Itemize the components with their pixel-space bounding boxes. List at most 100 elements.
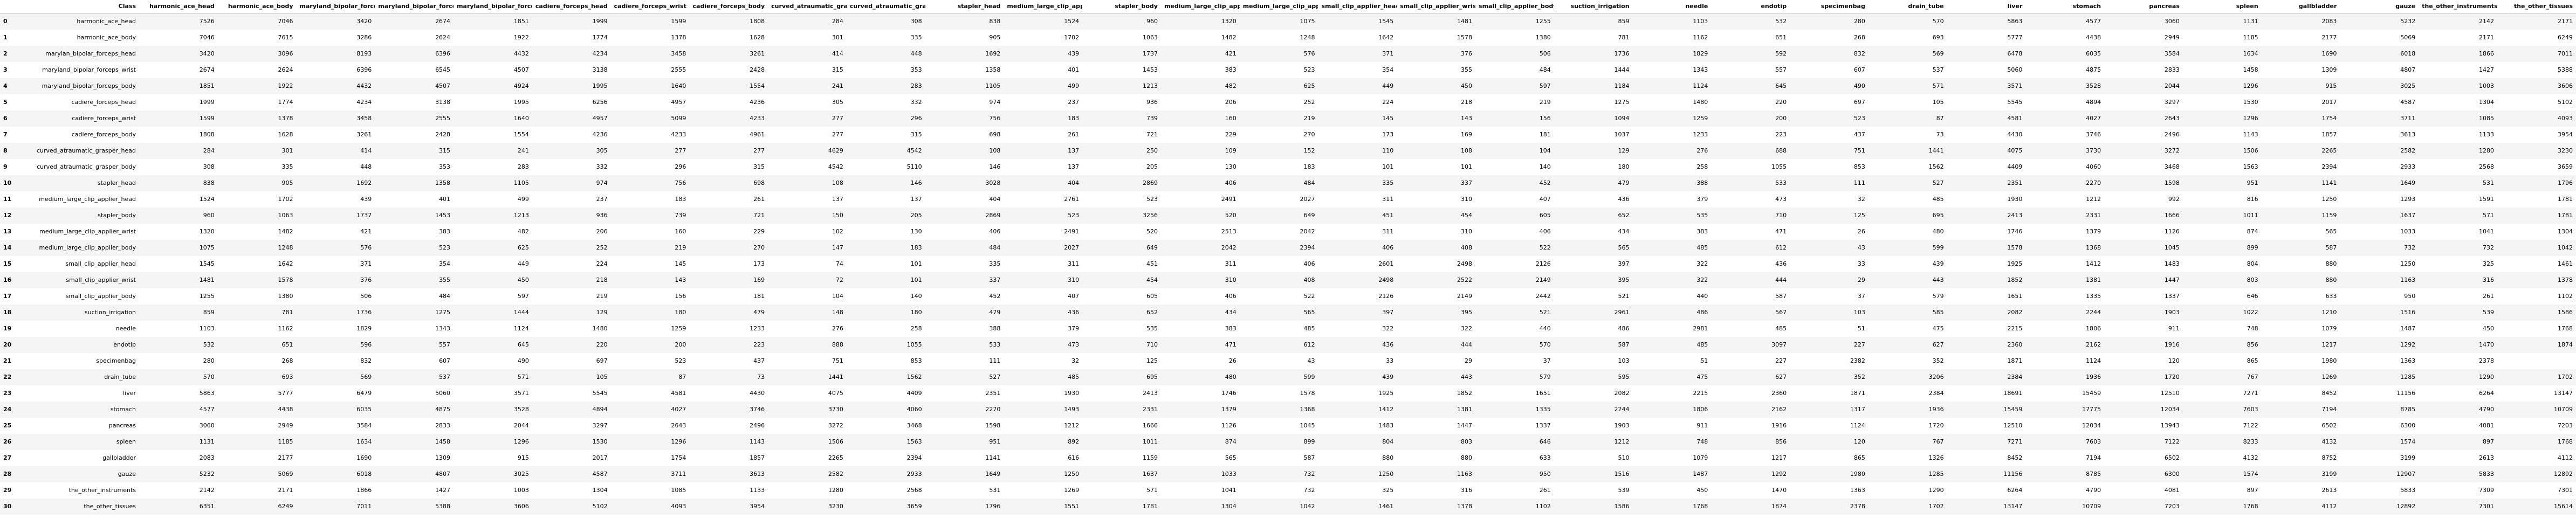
table-cell: 4790	[2086, 487, 2101, 494]
table-cell: 1545	[1378, 18, 1394, 25]
table-cell: 1736	[1614, 50, 1630, 57]
table-cell: 1806	[1693, 406, 1708, 413]
table-cell: 1857	[750, 454, 765, 461]
table-cell: 37	[1857, 293, 1865, 300]
table-cell: 450	[517, 276, 529, 283]
table-cell: 1598	[2164, 179, 2180, 186]
table-cell: 218	[1461, 99, 1473, 106]
table-cell: 4432	[356, 82, 372, 89]
table-cell: 1063	[278, 212, 293, 219]
table-cell: 283	[910, 82, 922, 89]
row-class-label: small_clip_applier_body	[65, 293, 136, 300]
table-cell: 2643	[671, 422, 686, 429]
table-cell: 585	[1932, 309, 1944, 316]
table-cell: 531	[989, 487, 1001, 494]
table-cell: 436	[1618, 196, 1630, 203]
table-cell: 2083	[199, 454, 215, 461]
table-cell: 449	[1382, 82, 1394, 89]
table-cell: 1133	[2478, 131, 2494, 138]
table-cell: 4790	[2478, 406, 2494, 413]
table-cell: 310	[1461, 228, 1473, 235]
table-cell: 223	[1775, 131, 1787, 138]
table-cell: 3458	[671, 50, 686, 57]
table-cell: 7309	[2478, 487, 2494, 494]
table-cell: 1163	[2400, 276, 2416, 283]
table-cell: 804	[1382, 438, 1394, 445]
table-cell: 697	[596, 357, 608, 364]
table-cell: 4081	[2478, 422, 2494, 429]
table-cell: 3528	[513, 406, 529, 413]
table-cell: 633	[2325, 293, 2337, 300]
table-cell: 443	[1932, 276, 1944, 283]
table-cell: 284	[832, 18, 843, 25]
table-cell: 2142	[199, 487, 215, 494]
table-cell: 1296	[671, 438, 686, 445]
table-row: 18 suction_irrigation 859 781 1736 1275 1444 12…	[0, 305, 2576, 321]
table-cell: 74	[835, 260, 843, 267]
table-cell: 1143	[750, 438, 765, 445]
table-cell: 535	[1696, 212, 1708, 219]
table-row: 10 stapler_head 838 905 1692 1358 1105 974 756 69…	[0, 175, 2576, 191]
table-cell: 250	[1146, 147, 1158, 154]
table-cell: 2394	[906, 454, 922, 461]
table-cell: 1563	[906, 438, 922, 445]
column-header: stomach	[2025, 0, 2105, 13]
table-cell: 688	[1775, 147, 1787, 154]
table-cell: 1736	[356, 309, 372, 316]
table-cell: 479	[753, 309, 765, 316]
table-cell: 1255	[1535, 18, 1551, 25]
table-cell: 5833	[2478, 470, 2494, 478]
table-cell: 732	[1303, 470, 1315, 478]
table-cell: 865	[2247, 357, 2258, 364]
table-cell: 3025	[513, 470, 529, 478]
table-cell: 2351	[985, 390, 1001, 397]
table-cell: 1578	[1457, 34, 1473, 41]
table-cell: 169	[1461, 131, 1473, 138]
table-cell: 220	[596, 341, 608, 348]
table-cell: 974	[596, 179, 608, 186]
table-cell: 816	[2247, 196, 2258, 203]
table-cell: 15459	[2082, 390, 2101, 397]
table-cell: 1141	[2321, 179, 2337, 186]
table-cell: 1634	[2243, 50, 2258, 57]
table-cell: 337	[989, 276, 1001, 283]
table-cell: 2491	[1064, 228, 1080, 235]
table-cell: 322	[1382, 325, 1394, 332]
table-cell: 3297	[592, 422, 608, 429]
table-cell: 649	[1146, 244, 1158, 251]
table-cell: 484	[439, 293, 451, 300]
table-cell: 5863	[2007, 18, 2023, 25]
table-cell: 1578	[2007, 244, 2023, 251]
table-cell: 406	[1303, 260, 1315, 267]
table-cell: 3711	[2400, 115, 2416, 122]
table-cell: 880	[2325, 260, 2337, 267]
table-cell: 6035	[356, 406, 372, 413]
row-class-label: cadiere_forceps_body	[71, 131, 136, 138]
table-cell: 1453	[1142, 66, 1158, 73]
table-cell: 1690	[2321, 50, 2337, 57]
table-cell: 137	[1068, 163, 1080, 170]
table-row: 4 maryland_bipolar_forceps_body 1851 1922 44…	[0, 78, 2576, 94]
table-cell: 454	[1146, 276, 1158, 283]
table-cell: 2360	[2007, 341, 2023, 348]
table-cell: 33	[1386, 357, 1394, 364]
table-cell: 1003	[2478, 82, 2494, 89]
table-cell: 1781	[1142, 503, 1158, 510]
table-cell: 537	[1932, 66, 1944, 73]
table-cell: 1269	[1064, 487, 1080, 494]
table-cell: 911	[2168, 325, 2180, 332]
table-cell: 4060	[906, 406, 922, 413]
column-header: harmonic_ace_head	[139, 0, 218, 13]
table-cell: 651	[281, 341, 293, 348]
table-cell: 2674	[435, 18, 451, 25]
table-cell: 520	[1146, 228, 1158, 235]
table-cell: 310	[1068, 276, 1080, 283]
column-header: drain_tube	[1868, 0, 1947, 13]
table-cell: 1447	[1457, 422, 1473, 429]
table-cell: 3571	[2007, 82, 2023, 89]
table-cell: 152	[1303, 147, 1315, 154]
table-cell: 4233	[750, 115, 765, 122]
table-cell: 3528	[2086, 82, 2101, 89]
table-cell: 2491	[1221, 196, 1237, 203]
table-cell: 408	[1461, 244, 1473, 251]
